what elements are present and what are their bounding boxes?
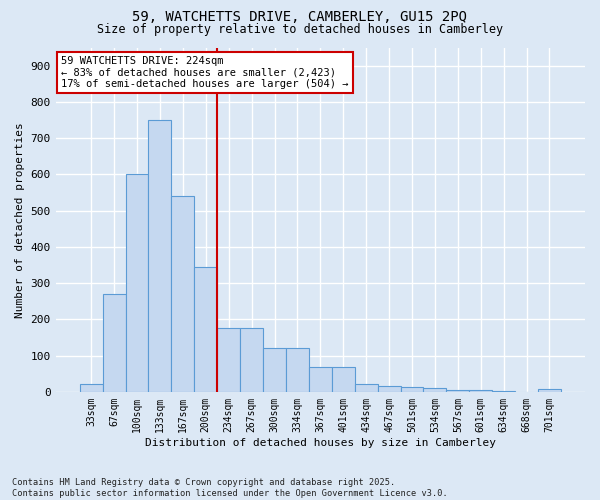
- Bar: [148, 120, 172, 392]
- Bar: [355, 384, 377, 392]
- Bar: [240, 328, 263, 392]
- Bar: [309, 367, 332, 392]
- Bar: [469, 390, 492, 392]
- Bar: [125, 174, 148, 392]
- Bar: [80, 384, 103, 392]
- Bar: [332, 367, 355, 392]
- Bar: [538, 390, 561, 392]
- Bar: [377, 386, 401, 392]
- Bar: [446, 390, 469, 392]
- Bar: [172, 196, 194, 392]
- Text: Contains HM Land Registry data © Crown copyright and database right 2025.
Contai: Contains HM Land Registry data © Crown c…: [12, 478, 448, 498]
- Bar: [424, 388, 446, 392]
- Bar: [263, 348, 286, 392]
- Text: Size of property relative to detached houses in Camberley: Size of property relative to detached ho…: [97, 22, 503, 36]
- X-axis label: Distribution of detached houses by size in Camberley: Distribution of detached houses by size …: [145, 438, 496, 448]
- Bar: [217, 328, 240, 392]
- Text: 59, WATCHETTS DRIVE, CAMBERLEY, GU15 2PQ: 59, WATCHETTS DRIVE, CAMBERLEY, GU15 2PQ: [133, 10, 467, 24]
- Bar: [103, 294, 125, 392]
- Bar: [401, 388, 424, 392]
- Bar: [194, 267, 217, 392]
- Text: 59 WATCHETTS DRIVE: 224sqm
← 83% of detached houses are smaller (2,423)
17% of s: 59 WATCHETTS DRIVE: 224sqm ← 83% of deta…: [61, 56, 349, 90]
- Y-axis label: Number of detached properties: Number of detached properties: [15, 122, 25, 318]
- Bar: [286, 348, 309, 392]
